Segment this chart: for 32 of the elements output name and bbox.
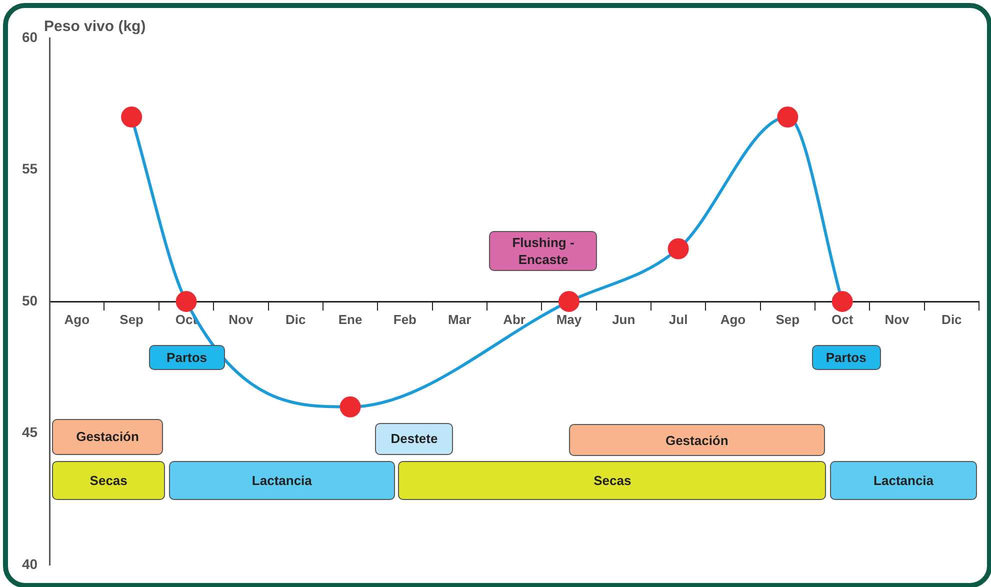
y-tick-label: 50 <box>22 292 38 308</box>
x-tick-label: Abr <box>503 312 526 327</box>
x-tick-label: Sep <box>776 312 800 327</box>
y-tick-label: 55 <box>22 160 38 177</box>
label-box: Secas <box>52 461 166 500</box>
label-box: Gestación <box>568 424 825 456</box>
y-tick-label: 45 <box>22 424 38 440</box>
x-tick-label: Ene <box>338 312 362 327</box>
x-tick-label: Jun <box>612 312 636 327</box>
x-tick-label: Ago <box>720 312 746 327</box>
x-tick-label: Sep <box>120 312 144 327</box>
label-box: Partos <box>812 344 881 370</box>
x-tick-label: May <box>556 312 582 327</box>
y-tick-label: 40 <box>22 556 38 572</box>
x-tick-label: Ago <box>64 312 90 327</box>
x-tick-label: Nov <box>228 312 254 327</box>
x-tick-label: Dic <box>285 312 306 327</box>
x-tick-label: Nov <box>884 312 910 327</box>
label-box: Partos <box>149 344 224 370</box>
label-box: Secas <box>398 461 826 500</box>
x-tick-label: Mar <box>448 312 472 327</box>
y-axis-title: Peso vivo (kg) <box>44 18 146 35</box>
x-tick-label: Oct <box>831 312 854 327</box>
label-box: Lactancia <box>830 461 978 500</box>
label-box: Flushing - Encaste <box>489 230 598 272</box>
x-tick-label: Dic <box>942 312 962 327</box>
label-box: Gestación <box>52 418 164 456</box>
y-tick-label: 60 <box>22 28 38 45</box>
x-tick-label: Feb <box>393 312 417 327</box>
x-tick-label: Jul <box>668 312 688 327</box>
label-box: Lactancia <box>169 461 395 500</box>
label-box: Destete <box>375 422 454 456</box>
